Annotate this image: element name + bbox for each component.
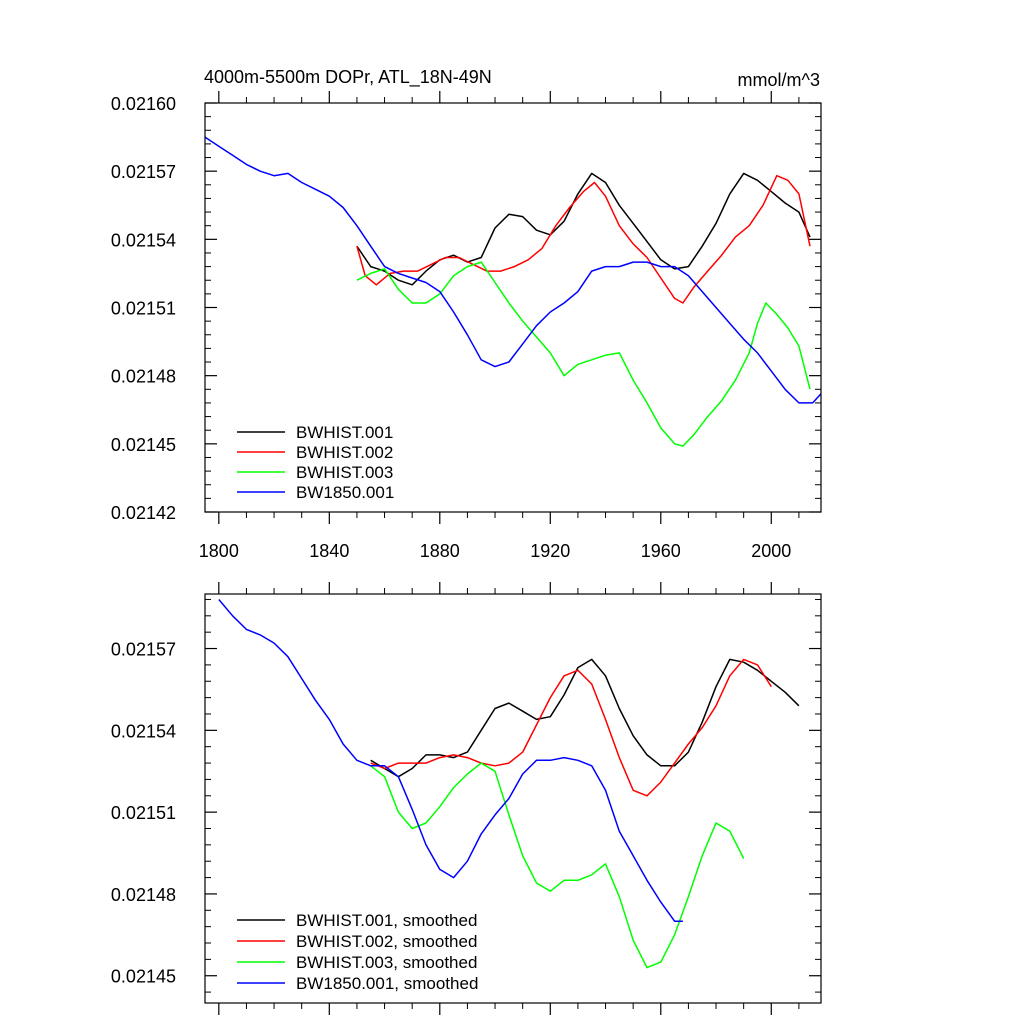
series-line-bw1850-001 bbox=[204, 136, 822, 404]
legend-label: BWHIST.001 bbox=[296, 423, 393, 442]
bottom-axis-ticks: 0.02145 0.02148 0.02151 0.02154 0.02157 bbox=[111, 582, 821, 1015]
y-tick-label: 0.02148 bbox=[111, 367, 176, 387]
top-series-group bbox=[204, 136, 822, 447]
legend-label: BW1850.001 bbox=[296, 483, 394, 502]
bottom-panel: 0.02145 0.02148 0.02151 0.02154 0.02157 BWHI… bbox=[111, 582, 822, 1015]
series-line-bwhist-001 bbox=[356, 172, 811, 286]
y-tick-label: 0.02148 bbox=[111, 885, 176, 905]
legend-label: BWHIST.002 bbox=[296, 443, 393, 462]
x-tick-label: 1880 bbox=[420, 541, 460, 561]
y-tick-label: 0.02145 bbox=[111, 435, 176, 455]
top-chart-units: mmol/m^3 bbox=[738, 70, 820, 90]
legend-label: BWHIST.001, smoothed bbox=[296, 911, 477, 930]
y-tick-label: 0.02157 bbox=[111, 162, 176, 182]
series-line-bw1850-001-smoothed bbox=[218, 599, 683, 922]
y-tick-label: 0.02154 bbox=[111, 721, 176, 741]
x-tick-label: 1800 bbox=[199, 541, 239, 561]
legend-label: BWHIST.003 bbox=[296, 463, 393, 482]
bottom-series-group bbox=[218, 599, 800, 969]
top-plot-frame bbox=[204, 102, 822, 513]
y-tick-label: 0.02160 bbox=[111, 94, 176, 114]
x-tick-label: 2000 bbox=[751, 541, 791, 561]
bottom-legend: BWHIST.001, smoothed BWHIST.002, smoothed… bbox=[237, 911, 478, 993]
series-line-bwhist-003-smoothed bbox=[370, 762, 745, 969]
y-tick-label: 0.02145 bbox=[111, 967, 176, 987]
y-tick-label: 0.02157 bbox=[111, 640, 176, 660]
bottom-plot-frame bbox=[204, 593, 822, 1004]
top-axis-ticks: 0.02142 0.02145 0.02148 0.02151 0.02154 0.021… bbox=[111, 91, 821, 561]
x-tick-label: 1920 bbox=[530, 541, 570, 561]
y-tick-label: 0.02154 bbox=[111, 230, 176, 250]
top-panel: 4000m-5500m DOPr, ATL_18N-49N mmol/m^3 0… bbox=[111, 67, 822, 561]
legend-label: BW1850.001, smoothed bbox=[296, 974, 478, 993]
y-tick-label: 0.02142 bbox=[111, 503, 176, 523]
top-chart-title: 4000m-5500m DOPr, ATL_18N-49N bbox=[204, 67, 492, 88]
series-line-bwhist-003 bbox=[356, 261, 811, 447]
x-tick-label: 1840 bbox=[309, 541, 349, 561]
series-line-bwhist-002-smoothed bbox=[370, 658, 772, 797]
y-tick-label: 0.02151 bbox=[111, 803, 176, 823]
x-tick-label: 1960 bbox=[641, 541, 681, 561]
y-tick-label: 0.02151 bbox=[111, 299, 176, 319]
series-line-bwhist-001-smoothed bbox=[370, 658, 800, 778]
series-line-bwhist-002 bbox=[356, 174, 811, 304]
legend-label: BWHIST.002, smoothed bbox=[296, 932, 477, 951]
legend-label: BWHIST.003, smoothed bbox=[296, 953, 477, 972]
